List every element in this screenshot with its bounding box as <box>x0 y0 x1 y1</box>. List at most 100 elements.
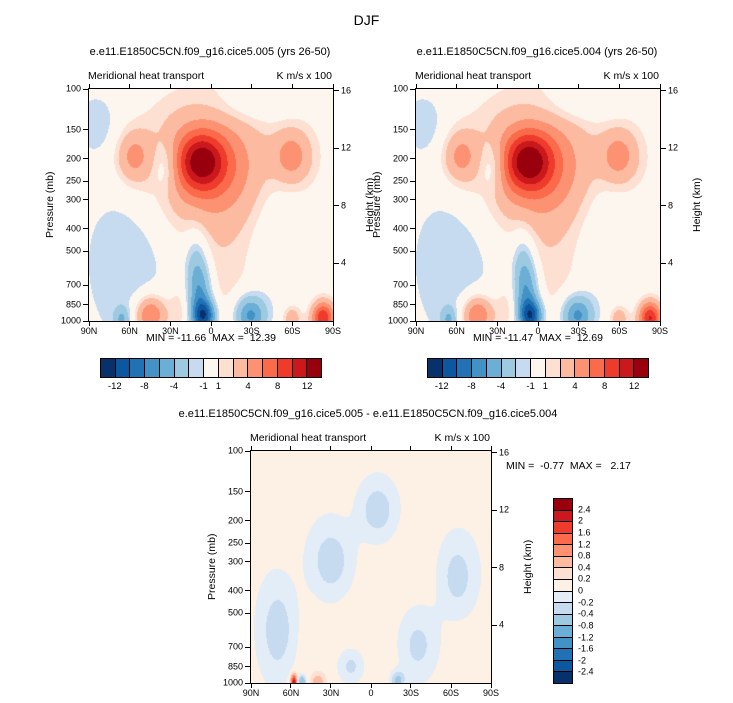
height-tick-mark <box>491 452 497 454</box>
colorbar-box <box>500 358 517 378</box>
pressure-tick-mark <box>410 129 416 131</box>
height-tick-mark <box>333 205 339 207</box>
latitude-tick-label: 60S <box>442 688 460 698</box>
pressure-tick-label: 850 <box>227 661 243 672</box>
pressure-tick-mark <box>83 158 89 160</box>
pressure-tick-label: 100 <box>65 83 81 94</box>
panel-difference: e.e11.E1850C5CN.f09_g16.cice5.005 - e.e1… <box>179 400 631 700</box>
pressure-tick-label: 250 <box>227 537 243 548</box>
contour-canvas <box>251 451 491 683</box>
latitude-tick-mark-top <box>88 84 90 89</box>
latitude-tick-mark-top <box>450 446 452 451</box>
colorbar-tick-label: -2.4 <box>578 666 594 677</box>
pressure-tick-mark <box>410 180 416 182</box>
colorbar-tick-label: -0.2 <box>578 597 594 608</box>
height-tick-mark <box>333 147 339 149</box>
pressure-tick-mark <box>83 88 89 90</box>
latitude-tick-mark <box>330 683 332 688</box>
colorbar-tick-label: -8 <box>140 381 149 392</box>
colorbar-box <box>633 358 650 378</box>
latitude-tick-label: 30S <box>402 688 419 698</box>
height-tick-mark <box>333 90 339 92</box>
pressure-tick-label: 200 <box>392 153 408 164</box>
colorbar-box <box>589 358 605 378</box>
latitude-tick-mark-top <box>456 84 458 89</box>
colorbar-tick-label: -12 <box>107 381 122 392</box>
height-tick-mark <box>491 509 497 511</box>
panel-title: e.e11.E1850C5CN.f09_g16.cice5.005 (yrs 2… <box>89 46 331 58</box>
latitude-tick-label: 0 <box>535 326 541 336</box>
height-tick-label: 16 <box>499 447 510 458</box>
latitude-tick-mark <box>370 683 372 688</box>
colorbar-tick-label: -4 <box>169 381 179 392</box>
pressure-tick-mark <box>83 304 89 306</box>
pressure-tick-label: 200 <box>65 153 81 164</box>
pressure-tick-mark <box>245 520 251 522</box>
colorbar-box <box>306 358 323 378</box>
plot-area: Pressure (mb) Height (km) 100 150 200 250 30… <box>206 446 534 698</box>
latitude-tick-label: 0 <box>208 326 214 336</box>
latitude-tick-mark-top <box>210 84 212 89</box>
panel-units: K m/s x 100 <box>434 432 490 444</box>
pressure-tick-mark <box>245 612 251 614</box>
latitude-tick-label: 60S <box>611 326 628 336</box>
latitude-tick-label: 90N <box>80 326 98 336</box>
colorbar-tick-label: -1.2 <box>578 632 594 642</box>
latitude-tick-label: 90S <box>651 326 669 336</box>
panel-units: K m/s x 100 <box>276 70 332 82</box>
colorbar-box <box>441 358 458 378</box>
latitude-tick-mark-top <box>129 84 131 89</box>
height-tick-mark <box>660 262 666 264</box>
colorbar-box <box>217 358 234 378</box>
contour-canvas <box>89 89 333 321</box>
latitude-tick-label: 30S <box>570 326 587 336</box>
latitude-tick-mark <box>210 321 212 326</box>
pressure-tick-label: 700 <box>65 279 81 290</box>
latitude-tick-mark <box>88 321 90 326</box>
pressure-tick-label: 250 <box>65 175 81 186</box>
latitude-tick-mark-top <box>290 446 292 451</box>
colorbar-tick-label: -8 <box>467 381 476 392</box>
pressure-tick-label: 400 <box>65 223 81 234</box>
height-tick-label: 4 <box>668 257 674 268</box>
pressure-tick-label: 1000 <box>222 677 243 688</box>
colorbar-box <box>530 358 546 378</box>
panel-subtitle: Meridional heat transport <box>88 70 205 82</box>
pressure-tick-label: 500 <box>65 245 81 256</box>
latitude-tick-mark-top <box>251 84 253 89</box>
latitude-tick-mark <box>129 321 131 326</box>
height-tick-mark <box>333 262 339 264</box>
pressure-tick-label: 150 <box>392 124 408 135</box>
minmax-label: MIN = -0.77 MAX = 2.17 <box>506 460 631 472</box>
pressure-tick-mark <box>83 129 89 131</box>
latitude-tick-mark-top <box>537 84 539 89</box>
colorbar-box <box>129 358 146 378</box>
pressure-tick-label: 500 <box>392 245 408 256</box>
height-tick-label: 4 <box>341 257 347 268</box>
pressure-tick-mark <box>410 304 416 306</box>
latitude-tick-mark <box>450 683 452 688</box>
latitude-tick-mark-top <box>291 84 293 89</box>
plot-area: Pressure (mb) Height (km) 100 150 200 250 30… <box>371 84 703 336</box>
latitude-tick-mark <box>169 321 171 326</box>
latitude-tick-mark <box>537 321 539 326</box>
colorbar-tick-label: 1.2 <box>578 539 591 549</box>
colorbar-tick-label: -0.4 <box>578 608 594 619</box>
colorbar-box <box>603 358 620 378</box>
pressure-tick-label: 100 <box>227 445 243 456</box>
latitude-tick-mark-top <box>169 84 171 89</box>
y-axis-label-left: Pressure (mb) <box>371 171 383 239</box>
latitude-tick-mark-top <box>370 446 372 451</box>
latitude-tick-label: 90N <box>242 688 260 698</box>
colorbar-box <box>553 671 573 684</box>
colorbar-box <box>515 358 532 378</box>
colorbar-tick-label: -2 <box>578 655 587 666</box>
colorbar-tick-label: 0 <box>578 585 584 596</box>
height-tick-label: 12 <box>499 504 510 515</box>
colorbar-tick-label: -0.8 <box>578 620 594 631</box>
latitude-tick-label: 30N <box>322 688 340 698</box>
latitude-tick-mark <box>290 683 292 688</box>
latitude-tick-mark <box>490 683 492 688</box>
colorbar-tick-label: 0.8 <box>578 550 591 561</box>
